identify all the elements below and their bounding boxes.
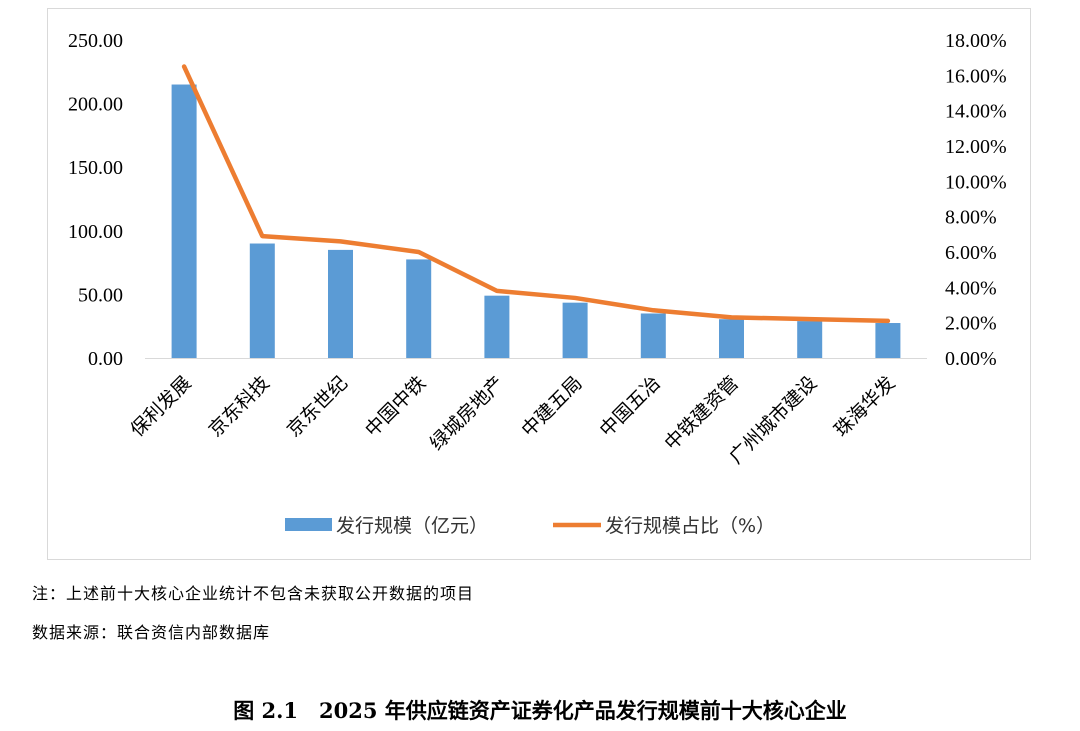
y-right-tick-label: 8.00% (945, 207, 997, 229)
category-label: 京东世纪 (283, 372, 352, 441)
bar (484, 295, 510, 358)
legend-bar-swatch (285, 518, 332, 531)
ratio-line (181, 64, 891, 324)
bar (171, 84, 197, 359)
bar (719, 319, 744, 358)
category-label: 京东科技 (205, 372, 274, 441)
category-label: 绿城房地产 (426, 372, 509, 455)
bar (875, 323, 901, 358)
bar (249, 243, 275, 358)
category-label: 中国中铁 (361, 372, 430, 441)
chart-frame: 0.00 50.00 100.00 150.00 200.00 250.00 0.00% 2.… (47, 8, 1031, 560)
y-right-tick-label: 18.00% (945, 30, 1007, 52)
y-right-tick-label: 0.00% (945, 348, 997, 370)
legend-line-label: 发行规模占比（%） (605, 515, 775, 537)
legend-bar-label: 发行规模（亿元） (336, 515, 488, 537)
y-left-tick-label: 250.00 (68, 30, 123, 52)
y-right-tick-label: 14.00% (945, 101, 1007, 123)
y-right-tick-label: 12.00% (945, 136, 1007, 158)
y-left-tick-label: 100.00 (68, 221, 123, 243)
category-label: 中国五冶 (596, 372, 665, 441)
y-left-tick-label: 0.00 (88, 348, 123, 370)
bar (562, 302, 588, 358)
y-right-tick-label: 6.00% (945, 242, 997, 264)
category-label: 中铁建资管 (660, 372, 743, 455)
figure-caption: 图 2.1 2025 年供应链资产证券化产品发行规模前十大核心企业 (233, 698, 847, 723)
category-label: 中建五局 (517, 372, 586, 441)
bar (640, 313, 666, 358)
y-left-tick-label: 50.00 (78, 284, 123, 306)
y-right-tick-label: 2.00% (945, 313, 997, 335)
bar (406, 259, 432, 358)
y-right-tick-label: 16.00% (945, 65, 1007, 87)
chart-svg: 0.00 50.00 100.00 150.00 200.00 250.00 0.00% 2.… (68, 30, 1007, 537)
footnote: 注：上述前十大核心企业统计不包含未获取公开数据的项目 (32, 584, 475, 603)
category-label: 珠海华发 (830, 372, 899, 441)
y-right-tick-label: 10.00% (945, 171, 1007, 193)
y-left-tick-label: 200.00 (68, 94, 123, 116)
y-left-tick-label: 150.00 (68, 157, 123, 179)
y-right-tick-label: 4.00% (945, 277, 997, 299)
bar (797, 321, 823, 358)
category-label: 保利发展 (126, 372, 195, 441)
data-source: 数据来源：联合资信内部数据库 (32, 623, 271, 642)
bar (328, 249, 353, 358)
